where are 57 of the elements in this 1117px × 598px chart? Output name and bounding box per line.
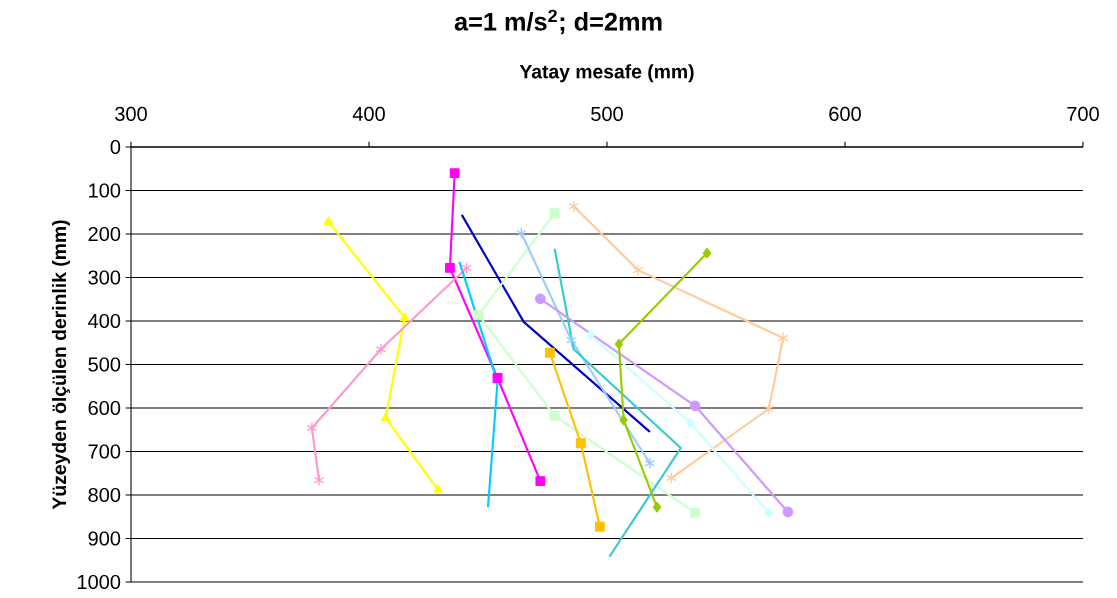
point xyxy=(686,417,695,429)
point xyxy=(644,457,656,470)
point xyxy=(306,422,318,435)
point xyxy=(444,262,455,273)
y-tick-label: 300 xyxy=(88,270,121,285)
point xyxy=(690,507,700,518)
x-tick-label: 500 xyxy=(591,106,623,121)
y-tick-label: 500 xyxy=(88,357,121,372)
point xyxy=(535,293,546,305)
x-tick-label: 600 xyxy=(829,106,861,121)
point xyxy=(777,331,789,344)
point xyxy=(632,264,644,277)
point xyxy=(549,410,560,421)
y-tick-label: 0 xyxy=(110,139,121,155)
point xyxy=(614,338,624,350)
point xyxy=(594,521,605,532)
point xyxy=(575,438,586,449)
point xyxy=(449,168,460,179)
y-tick-label: 900 xyxy=(88,531,121,546)
point xyxy=(619,414,628,426)
x-tick-label: 400 xyxy=(352,106,385,121)
point xyxy=(375,343,387,356)
point xyxy=(665,472,677,485)
point xyxy=(764,507,774,519)
y-axis-title: Yüzeyden ölçülen derinlik (mm) xyxy=(51,220,70,510)
point xyxy=(535,476,546,487)
y-tick-label: 1000 xyxy=(78,574,121,590)
point xyxy=(492,373,503,383)
chart-title: a=1 m/s$^{2}$; d=2mm xyxy=(454,9,662,35)
point xyxy=(782,506,794,518)
point xyxy=(568,200,579,213)
x-axis-title: Yatay mesafe (mm) xyxy=(519,64,694,83)
point xyxy=(313,474,325,487)
y-tick-label: 200 xyxy=(88,226,121,242)
y-tick-label: 400 xyxy=(88,313,121,329)
point xyxy=(763,402,775,415)
point xyxy=(433,484,443,493)
point xyxy=(380,412,391,421)
point xyxy=(473,309,484,320)
point xyxy=(689,400,701,412)
point xyxy=(549,208,560,219)
point xyxy=(702,247,712,259)
point xyxy=(586,329,595,341)
y-tick-label: 700 xyxy=(88,444,121,459)
point xyxy=(652,501,662,513)
y-tick-label: 800 xyxy=(88,487,121,503)
point xyxy=(516,227,527,240)
point xyxy=(544,347,555,358)
line-series xyxy=(553,247,682,558)
point xyxy=(323,216,334,225)
point xyxy=(399,312,410,321)
y-tick-label: 100 xyxy=(89,183,121,198)
point xyxy=(566,334,577,347)
y-tick-label: 600 xyxy=(88,400,121,416)
x-tick-label: 700 xyxy=(1067,106,1099,121)
x-tick-label: 300 xyxy=(115,106,147,121)
point xyxy=(461,261,472,274)
